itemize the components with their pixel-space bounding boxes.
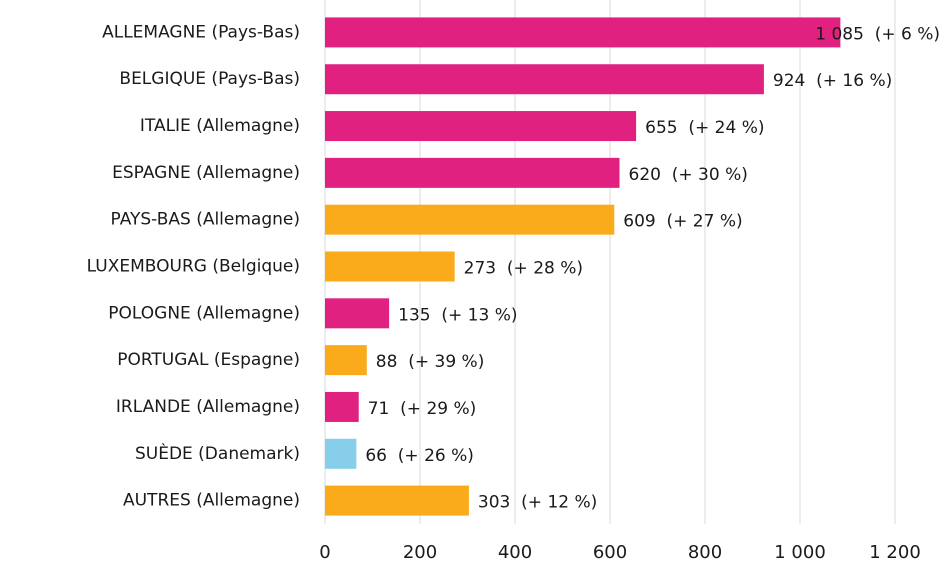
x-tick-label: 600 <box>593 542 627 563</box>
bar <box>325 111 637 142</box>
bar <box>325 485 469 516</box>
value-label: 655 (+ 24 %) <box>645 118 764 138</box>
value-label: 620 (+ 30 %) <box>629 165 748 185</box>
value-label: 135 (+ 13 %) <box>398 305 517 325</box>
bar <box>325 204 615 235</box>
x-tick-label: 0 <box>319 542 330 563</box>
y-tick-label: POLOGNE (Allemagne) <box>108 303 300 323</box>
bar <box>325 64 764 95</box>
bar <box>325 157 620 188</box>
value-label: 924 (+ 16 %) <box>773 71 892 91</box>
y-tick-label: IRLANDE (Allemagne) <box>116 397 300 417</box>
value-label: 1 085 (+ 6 %) <box>815 24 940 44</box>
bar <box>325 251 455 282</box>
y-tick-label: ALLEMAGNE (Pays-Bas) <box>102 22 300 42</box>
x-tick-label: 1 000 <box>774 542 826 563</box>
bar <box>325 298 390 329</box>
value-label: 303 (+ 12 %) <box>478 493 597 513</box>
bar <box>325 345 367 376</box>
y-tick-label: AUTRES (Allemagne) <box>123 491 300 511</box>
y-tick-label: BELGIQUE (Pays-Bas) <box>119 69 300 89</box>
y-tick-label: ITALIE (Allemagne) <box>140 116 300 136</box>
y-tick-label: LUXEMBOURG (Belgique) <box>87 257 300 277</box>
x-tick-label: 200 <box>403 542 437 563</box>
x-tick-label: 800 <box>688 542 722 563</box>
y-tick-label: PORTUGAL (Espagne) <box>117 350 300 370</box>
value-label: 71 (+ 29 %) <box>368 399 477 419</box>
value-label: 609 (+ 27 %) <box>623 212 742 232</box>
y-tick-label: ESPAGNE (Allemagne) <box>112 163 300 183</box>
x-tick-label: 400 <box>498 542 532 563</box>
x-tick-label: 1 200 <box>869 542 921 563</box>
y-tick-label: SUÈDE (Danemark) <box>135 442 300 464</box>
bar <box>325 17 841 48</box>
value-label: 66 (+ 26 %) <box>365 446 474 466</box>
y-tick-label: PAYS-BAS (Allemagne) <box>111 210 300 230</box>
value-label: 273 (+ 28 %) <box>464 259 583 279</box>
value-label: 88 (+ 39 %) <box>376 352 485 372</box>
bar <box>325 438 357 469</box>
bar <box>325 391 359 422</box>
